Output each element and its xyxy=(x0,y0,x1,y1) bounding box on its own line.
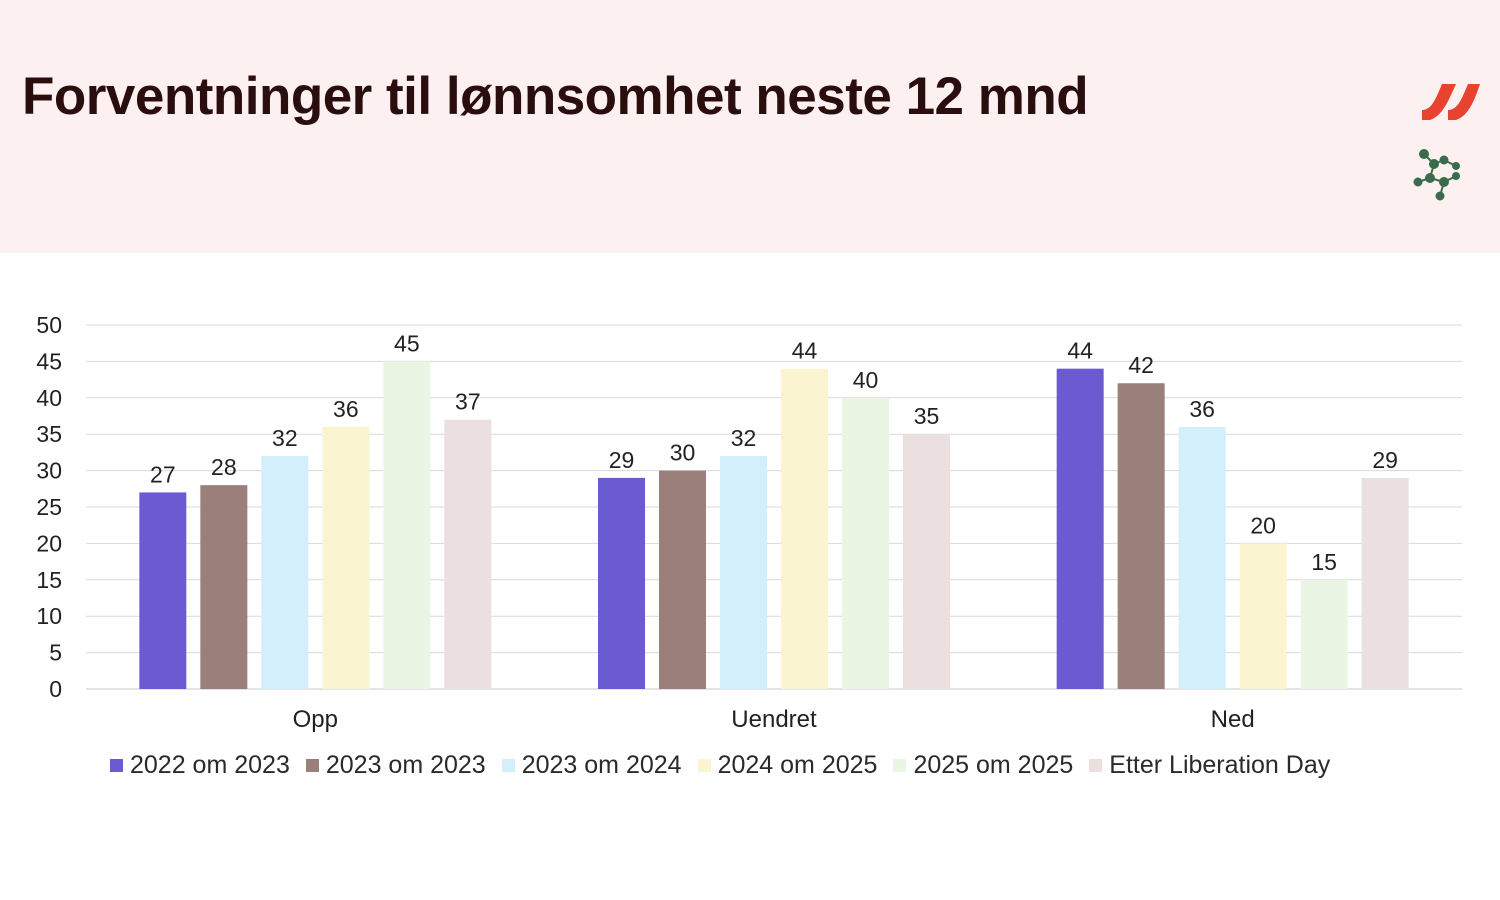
category-label: Ned xyxy=(1211,706,1255,733)
bar xyxy=(720,456,767,689)
bar xyxy=(659,470,706,689)
legend-label: 2024 om 2025 xyxy=(717,751,878,779)
legend-label: 2022 om 2023 xyxy=(130,751,290,779)
data-label: 27 xyxy=(150,461,176,487)
y-tick-label: 25 xyxy=(36,494,62,520)
legend-label: 2023 om 2024 xyxy=(521,751,682,779)
data-label: 15 xyxy=(1311,549,1337,575)
bar xyxy=(1178,426,1226,689)
legend-item: 2023 om 2023 xyxy=(305,751,486,780)
category-label: Opp xyxy=(293,706,338,733)
y-tick-label: 0 xyxy=(49,676,62,702)
bar xyxy=(200,485,248,689)
legend-item: 2022 om 2023 xyxy=(110,751,290,780)
legend-label: 2025 om 2025 xyxy=(913,751,1074,779)
y-tick-label: 40 xyxy=(36,385,62,411)
bar xyxy=(322,426,370,689)
data-label: 29 xyxy=(609,447,635,473)
legend-swatch xyxy=(893,759,907,772)
data-label: 45 xyxy=(394,330,420,356)
data-label: 36 xyxy=(1189,396,1215,422)
legend-item: Etter Liberation Day xyxy=(1089,751,1330,780)
bar xyxy=(781,368,828,689)
data-label: 37 xyxy=(455,389,481,415)
data-label: 29 xyxy=(1372,447,1398,473)
naeringsforeningen-logo-icon xyxy=(1413,149,1460,201)
legend-item: 2023 om 2024 xyxy=(501,751,682,780)
bar xyxy=(1300,579,1348,689)
y-tick-label: 30 xyxy=(36,458,62,484)
y-tick-label: 45 xyxy=(36,348,62,374)
legend-swatch xyxy=(305,759,319,772)
category-label: Uendret xyxy=(731,706,817,733)
bar xyxy=(903,434,950,689)
slide-header: Forventninger til lønnsomhet neste 12 mn… xyxy=(0,0,1500,253)
bar xyxy=(1361,477,1409,689)
legend-swatch xyxy=(1089,759,1103,772)
data-label: 35 xyxy=(914,403,940,429)
data-label: 36 xyxy=(333,396,359,422)
bar xyxy=(842,397,889,689)
legend-swatch xyxy=(501,759,515,772)
data-label: 42 xyxy=(1128,352,1154,378)
data-label: 44 xyxy=(1067,338,1093,364)
brand-logo-icon xyxy=(1422,84,1480,120)
bar xyxy=(444,419,492,689)
bar-chart: 0 5 10 15 20 25 30 35 40 45 50 27 28 32 36 45 37 Opp 29 30 3… xyxy=(36,312,1462,733)
y-tick-label: 50 xyxy=(36,312,62,338)
y-tick-label: 20 xyxy=(36,530,62,556)
bar xyxy=(598,477,645,689)
y-tick-label: 5 xyxy=(49,640,62,666)
data-label: 30 xyxy=(670,440,696,466)
data-label: 20 xyxy=(1250,512,1276,538)
page-title: Forventninger til lønnsomhet neste 12 mn… xyxy=(22,67,1089,126)
y-tick-label: 15 xyxy=(36,567,62,593)
legend-item: 2025 om 2025 xyxy=(893,751,1073,780)
legend-label: Etter Liberation Day xyxy=(1109,751,1331,779)
data-label: 32 xyxy=(272,425,298,451)
chart-legend: 2022 om 2023 2023 om 2023 2023 om 2024 2024… xyxy=(110,751,1346,780)
bar xyxy=(383,361,431,689)
data-label: 28 xyxy=(211,454,237,480)
data-label: 32 xyxy=(731,425,757,451)
legend-swatch xyxy=(697,759,711,772)
bar xyxy=(261,456,309,689)
legend-label: 2023 om 2023 xyxy=(325,751,486,779)
bar xyxy=(1056,368,1104,689)
bar xyxy=(139,492,187,689)
y-tick-label: 10 xyxy=(36,603,62,629)
data-label: 40 xyxy=(853,367,879,393)
y-tick-label: 35 xyxy=(36,421,62,447)
legend-swatch xyxy=(110,759,123,772)
data-label: 44 xyxy=(792,338,818,364)
bar xyxy=(1239,543,1287,689)
legend-item: 2024 om 2025 xyxy=(697,751,878,780)
bar xyxy=(1117,383,1165,689)
